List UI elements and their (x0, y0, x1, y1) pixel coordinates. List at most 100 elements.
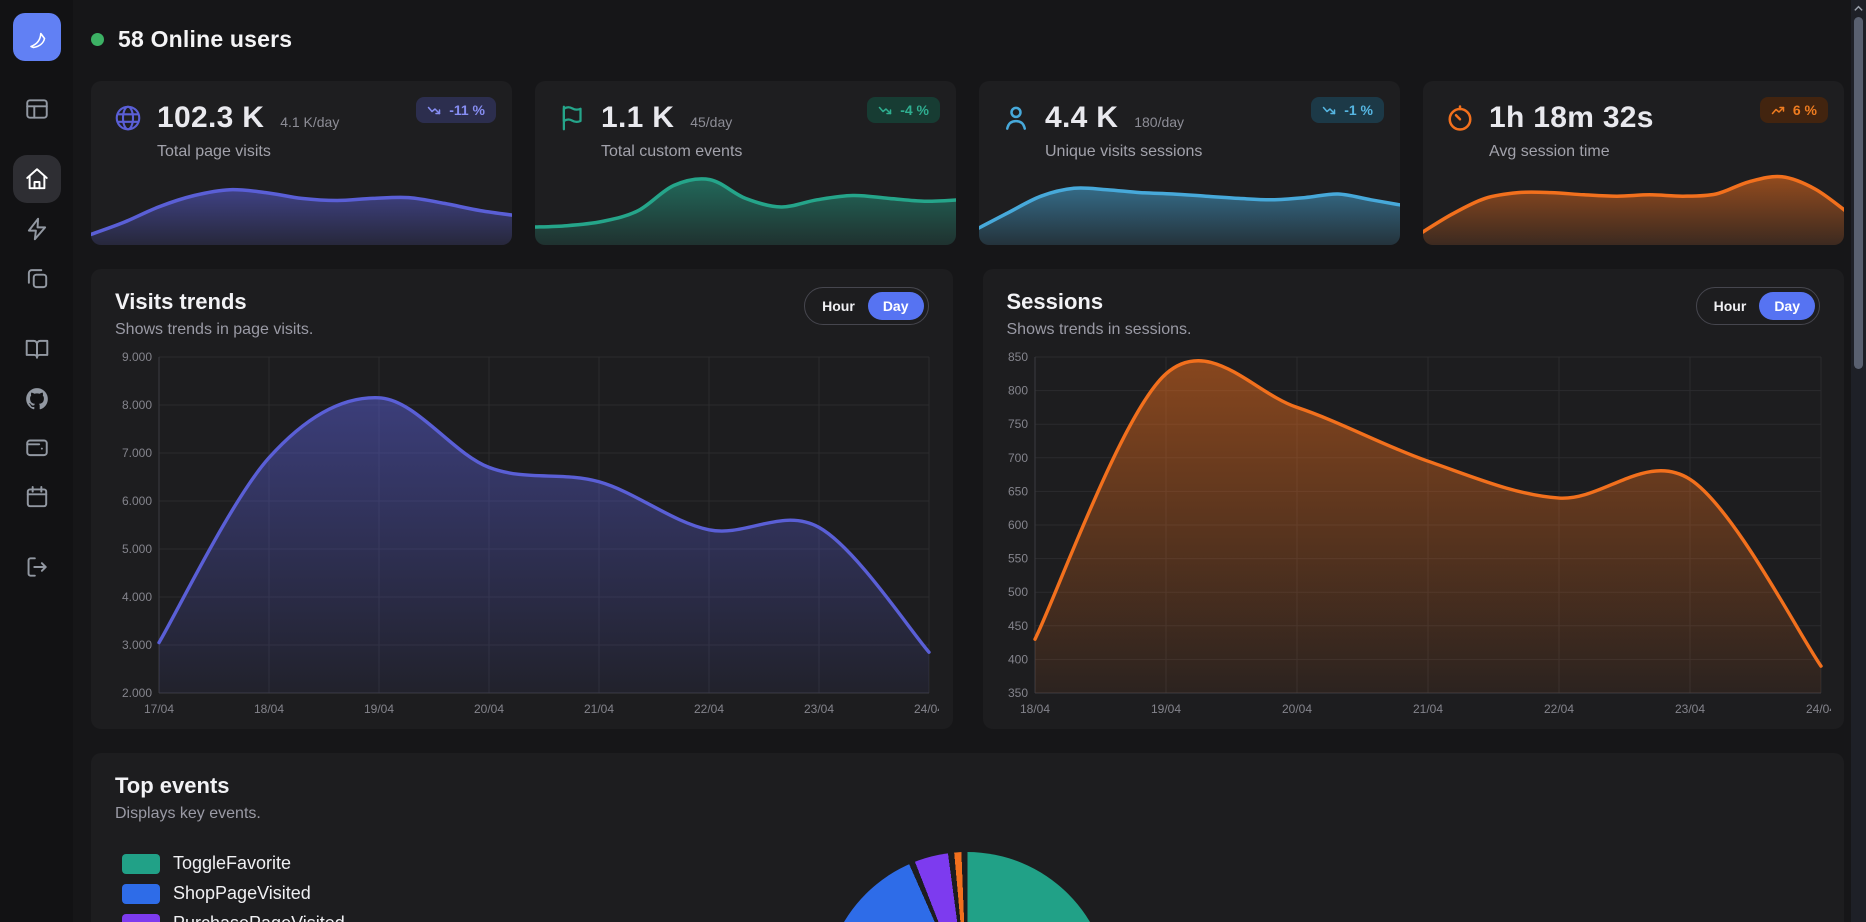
zap-icon (27, 217, 46, 241)
svg-text:6.000: 6.000 (122, 494, 152, 508)
legend-swatch (122, 853, 160, 874)
trend-badge: -4 % (867, 97, 940, 123)
logout-icon (27, 557, 47, 577)
svg-text:8.000: 8.000 (122, 398, 152, 412)
stat-cards-row: 102.3 K 4.1 K/day Total page visits -11 … (91, 81, 1844, 245)
stat-rate: 45/day (690, 114, 733, 130)
sessions-area-chart: 850 800 750 700 650 600 550 500 450 400 350 18/04 19… (991, 347, 1835, 719)
stat-card-session-time: 1h 18m 32s Avg session time 6 % (1423, 81, 1844, 245)
wallet-icon (25, 439, 48, 457)
svg-text:9.000: 9.000 (122, 350, 152, 364)
online-users-count: 58 Online users (118, 25, 293, 52)
layout-icon (25, 99, 48, 119)
stat-card-custom-events: 1.1 K 45/day Total custom events -4 % (535, 81, 956, 245)
app-logo[interactable] (13, 13, 61, 61)
stat-rate: 4.1 K/day (280, 114, 340, 130)
svg-text:23/04: 23/04 (804, 702, 834, 716)
svg-text:600: 600 (1007, 518, 1027, 532)
svg-text:750: 750 (1007, 417, 1027, 431)
trend-down-icon (1322, 106, 1336, 114)
svg-text:24/04: 24/04 (1805, 702, 1830, 716)
page-visits-sparkline (91, 165, 512, 245)
sidebar-item-billing[interactable] (13, 423, 61, 471)
sidebar-item-pages[interactable] (13, 255, 61, 303)
online-status-dot (91, 32, 104, 46)
svg-text:17/04: 17/04 (144, 702, 174, 716)
sidebar-item-logout[interactable] (13, 543, 61, 591)
unique-sessions-sparkline (979, 165, 1400, 245)
panel-title: Sessions (1006, 289, 1104, 314)
custom-events-sparkline (535, 165, 956, 245)
sessions-panel: Sessions Shows trends in sessions. Hour … (982, 269, 1844, 729)
sidebar-item-calendar[interactable] (13, 473, 61, 521)
svg-text:24/04: 24/04 (914, 702, 939, 716)
visits-trends-panel: Visits trends Shows trends in page visit… (91, 269, 953, 729)
panel-title: Visits trends (115, 289, 247, 314)
visits-interval-toggle: Hour Day (804, 287, 929, 325)
svg-text:500: 500 (1007, 585, 1027, 599)
toggle-day-button[interactable]: Day (1759, 292, 1815, 320)
pie-legend: ToggleFavorite ShopPageVisited PurchaseP… (122, 853, 345, 922)
sidebar-item-github[interactable] (13, 375, 61, 423)
stat-label: Total custom events (601, 143, 743, 160)
trend-down-icon (427, 106, 441, 114)
scrollbar-thumb[interactable] (1854, 17, 1863, 369)
charts-row: Visits trends Shows trends in page visit… (91, 269, 1844, 729)
svg-text:4.000: 4.000 (122, 590, 152, 604)
trend-up-icon (1771, 106, 1785, 114)
flag-icon (557, 103, 587, 133)
timer-icon (1445, 103, 1475, 133)
legend-item-togglefavorite[interactable]: ToggleFavorite (122, 853, 345, 874)
sidebar-nav (0, 85, 73, 591)
svg-text:650: 650 (1007, 484, 1027, 498)
book-icon (25, 339, 48, 359)
toggle-hour-button[interactable]: Hour (1713, 298, 1747, 314)
svg-text:800: 800 (1007, 384, 1027, 398)
svg-text:7.000: 7.000 (122, 446, 152, 460)
svg-text:19/04: 19/04 (364, 702, 394, 716)
calendar-icon (26, 486, 47, 508)
svg-text:22/04: 22/04 (694, 702, 724, 716)
svg-text:21/04: 21/04 (584, 702, 614, 716)
sidebar-item-home[interactable] (12, 155, 61, 203)
toggle-day-button[interactable]: Day (867, 292, 924, 320)
svg-text:450: 450 (1007, 619, 1027, 633)
sidebar-item-docs[interactable] (13, 325, 61, 373)
stat-value: 102.3 K (157, 101, 265, 134)
sidebar-item-events[interactable] (13, 205, 61, 253)
stat-label: Unique visits sessions (1045, 143, 1203, 160)
trend-down-icon (878, 106, 892, 114)
svg-text:5.000: 5.000 (122, 542, 152, 556)
svg-text:850: 850 (1007, 350, 1027, 364)
sidebar-item-dashboard[interactable] (13, 85, 61, 133)
panel-title: Top events (115, 773, 230, 798)
toggle-hour-button[interactable]: Hour (822, 298, 855, 314)
legend-swatch (122, 883, 160, 904)
page-scrollbar[interactable] (1851, 0, 1866, 922)
trend-badge: -1 % (1311, 97, 1384, 123)
visits-area-chart: 9.000 8.000 7.000 6.000 5.000 4.000 3.000 2.000… (99, 347, 944, 719)
legend-item-purchasepagevisited[interactable]: PurchasePageVisited (122, 913, 345, 922)
svg-text:20/04: 20/04 (1281, 702, 1311, 716)
copy-icon (27, 269, 47, 289)
stat-value: 1h 18m 32s (1489, 101, 1654, 134)
stat-value: 4.4 K (1045, 101, 1119, 134)
svg-text:23/04: 23/04 (1674, 702, 1704, 716)
svg-text:20/04: 20/04 (474, 702, 504, 716)
scrollbar-up-arrow-icon[interactable] (1853, 3, 1864, 14)
panel-subtitle: Shows trends in page visits. (115, 321, 314, 338)
legend-swatch (122, 913, 160, 922)
panel-subtitle: Shows trends in sessions. (1006, 321, 1192, 338)
legend-item-shoppagevisited[interactable]: ShopPageVisited (122, 883, 345, 904)
stat-card-unique-sessions: 4.4 K 180/day Unique visits sessions -1 … (979, 81, 1400, 245)
svg-text:18/04: 18/04 (1019, 702, 1049, 716)
stat-label: Total page visits (157, 143, 271, 160)
main-content: 58 Online users 102.3 K 4.1 K/day Total … (73, 0, 1866, 922)
online-users-header: 58 Online users (91, 24, 1844, 54)
person-icon (1001, 103, 1031, 133)
svg-text:350: 350 (1007, 686, 1027, 700)
svg-text:22/04: 22/04 (1543, 702, 1573, 716)
globe-icon (113, 103, 143, 133)
svg-text:400: 400 (1007, 652, 1027, 666)
